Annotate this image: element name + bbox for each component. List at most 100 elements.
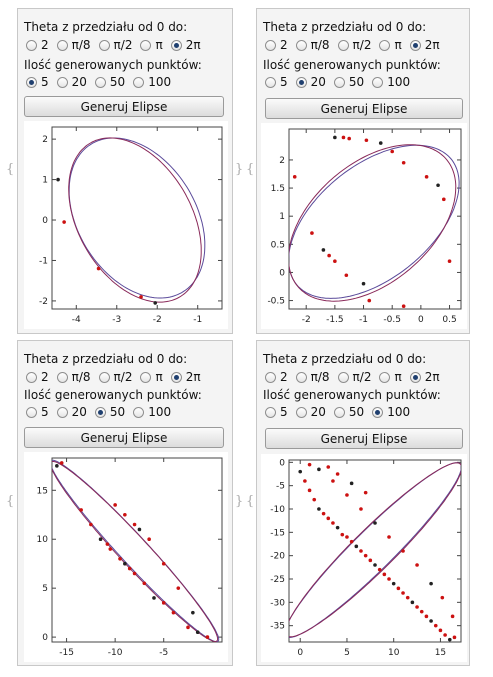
theta-option[interactable]: 2 [265,38,288,52]
data-point [378,141,383,145]
radio-button[interactable] [265,406,276,418]
data-point [89,522,93,527]
points-option[interactable]: 5 [265,75,288,89]
theta-option[interactable]: π [140,38,163,52]
radio-button[interactable] [98,39,110,51]
data-point [415,563,419,567]
data-point [123,512,127,517]
radio-button[interactable] [333,406,345,418]
points-option[interactable]: 5 [265,405,288,419]
theta-option[interactable]: π/2 [98,370,132,384]
radio-button[interactable] [409,39,421,51]
radio-button[interactable] [140,39,152,51]
radio-button[interactable] [26,406,37,418]
points-option[interactable]: 100 [372,75,410,89]
data-point [191,610,195,615]
radio-button[interactable] [372,76,384,88]
radio-button[interactable] [26,39,37,51]
points-option[interactable]: 5 [26,405,49,419]
points-option[interactable]: 50 [94,75,125,89]
radio-button[interactable] [295,371,307,383]
points-option[interactable]: 20 [56,405,87,419]
data-point [331,521,335,525]
y-tick-label: -35 [270,622,285,632]
theta-option[interactable]: 2 [26,38,49,52]
points-option[interactable]: 100 [133,405,171,419]
theta-option[interactable]: 2π [170,38,201,52]
radio-button[interactable] [133,76,145,88]
radio-button[interactable] [56,76,68,88]
radio-button[interactable] [56,39,68,51]
theta-option[interactable]: 2π [409,38,440,52]
theta-option[interactable]: π [379,38,402,52]
points-option[interactable]: 50 [333,405,364,419]
close-brace: } [235,494,244,509]
data-point [98,537,103,542]
theta-option[interactable]: π [379,370,402,384]
x-tick-label: -1.5 [326,315,344,325]
theta-option[interactable]: π/8 [56,38,91,52]
ellipse-chart-svg: -15 -10 -5 0 5 10 15 [37,457,223,658]
theta-option[interactable]: π/2 [337,370,371,384]
generate-ellipse-button[interactable]: Generuj Elipse [265,98,463,119]
generate-ellipse-button[interactable]: Generuj Elipse [24,96,224,117]
points-option[interactable]: 100 [133,75,171,89]
radio-button[interactable] [140,371,152,383]
theta-options: 2 π/8 π/2 π 2π [26,38,209,52]
radio-button[interactable] [295,406,307,418]
radio-button[interactable] [98,371,110,383]
theta-option[interactable]: π/8 [56,370,91,384]
theta-option[interactable]: π/8 [295,370,330,384]
radio-button[interactable] [26,76,37,88]
radio-button[interactable] [337,39,349,51]
radio-button[interactable] [379,371,391,383]
theta-options: 2 π/8 π/2 π 2π [26,370,209,384]
radio-button[interactable] [170,39,182,51]
radio-button[interactable] [94,76,106,88]
points-option[interactable]: 20 [56,75,87,89]
data-point [438,628,443,633]
theta-option[interactable]: 2π [170,370,201,384]
theta-option[interactable]: 2 [265,370,288,384]
generate-ellipse-button[interactable]: Generuj Elipse [24,427,224,448]
radio-button[interactable] [170,371,182,383]
radio-button[interactable] [94,406,106,418]
radio-button[interactable] [295,76,307,88]
theta-option[interactable]: 2π [409,370,440,384]
ellipse-plot: 0 5 10 15 0 -5 -10 -15 -20 -25 -30 -35 [261,454,467,662]
theta-option[interactable]: 2 [26,370,49,384]
radio-button[interactable] [333,76,345,88]
data-point [59,461,64,465]
data-point [139,295,143,299]
radio-button[interactable] [265,76,276,88]
data-point [171,610,176,615]
theta-option[interactable]: π/2 [98,38,132,52]
theta-label: Theta z przedziału od 0 do: [263,352,427,366]
points-option-label: 5 [41,405,49,419]
generate-ellipse-button[interactable]: Generuj Elipse [265,428,463,449]
points-option-label: 20 [310,405,326,419]
points-option[interactable]: 20 [295,405,326,419]
radio-button[interactable] [265,371,276,383]
points-option[interactable]: 100 [372,405,410,419]
radio-button[interactable] [409,371,421,383]
radio-button[interactable] [56,406,68,418]
points-option[interactable]: 50 [94,405,125,419]
theta-option[interactable]: π [140,370,163,384]
radio-button[interactable] [372,406,384,418]
y-tick-label: -2 [39,297,48,307]
radio-button[interactable] [265,39,276,51]
theta-option[interactable]: π/8 [295,38,330,52]
radio-button[interactable] [26,371,37,383]
theta-option[interactable]: π/2 [337,38,371,52]
radio-button[interactable] [56,371,68,383]
points-option[interactable]: 50 [333,75,364,89]
radio-button[interactable] [379,39,391,51]
radio-button[interactable] [133,406,145,418]
data-point [419,609,424,614]
points-option[interactable]: 20 [295,75,326,89]
y-tick-label: 1 [279,212,285,222]
radio-button[interactable] [337,371,349,383]
points-option[interactable]: 5 [26,75,49,89]
radio-button[interactable] [295,39,307,51]
